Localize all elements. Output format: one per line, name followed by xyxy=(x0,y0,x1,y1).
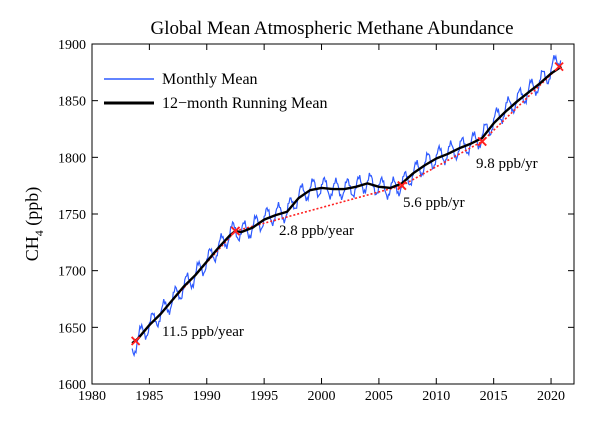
rate-annotations: 11.5 ppb/year 2.8 ppb/year 5.6 ppb/yr 9.… xyxy=(162,156,538,340)
annotation-rate-4: 9.8 ppb/yr xyxy=(476,156,538,172)
y-axis-label-unit: (ppb) xyxy=(22,187,43,231)
y-axis-label-subscript: 4 xyxy=(32,230,46,236)
series-running-mean xyxy=(131,65,563,345)
breakpoint-marker-8 xyxy=(554,62,564,72)
trend-segment-3 xyxy=(401,140,483,187)
legend: Monthly Mean 12−month Running Mean xyxy=(104,71,327,112)
trend-segment-2 xyxy=(235,184,403,232)
x-tick-label-1990: 1990 xyxy=(193,389,221,404)
breakpoint-marker-3 xyxy=(230,226,241,236)
y-axis-label-main: CH xyxy=(22,236,42,261)
series-monthly-mean xyxy=(131,54,562,358)
y-tick-label-1800: 1800 xyxy=(58,151,86,166)
y-axis-label: CH4 (ppb) xyxy=(22,187,46,262)
data-marks xyxy=(130,54,564,358)
y-tick-label-1750: 1750 xyxy=(58,208,86,223)
x-tick-label-1980: 1980 xyxy=(78,389,106,404)
y-tick-label-1850: 1850 xyxy=(58,95,86,110)
svg-text:CH4 (ppb): CH4 (ppb) xyxy=(22,187,46,262)
y-tick-label-1650: 1650 xyxy=(58,321,86,336)
x-tick-label-2015: 2015 xyxy=(480,389,508,404)
breakpoint-marker-5 xyxy=(397,181,407,191)
legend-label-running: 12−month Running Mean xyxy=(162,95,327,112)
axes: 1980 1985 1990 1995 2000 2005 2010 2015 2020 1600… xyxy=(58,38,574,404)
y-tick-label-1700: 1700 xyxy=(58,265,86,280)
x-tick-label-2000: 2000 xyxy=(308,389,336,404)
legend-label-monthly: Monthly Mean xyxy=(162,71,258,88)
x-tick-label-2010: 2010 xyxy=(422,389,450,404)
annotation-rate-3: 5.6 ppb/yr xyxy=(403,195,465,211)
y-tick-label-1600: 1600 xyxy=(58,378,86,393)
annotation-rate-1: 11.5 ppb/year xyxy=(162,324,244,340)
x-tick-label-2005: 2005 xyxy=(365,389,393,404)
annotation-rate-2: 2.8 ppb/year xyxy=(279,223,354,239)
breakpoint-marker-1 xyxy=(130,336,141,346)
x-tick-label-2020: 2020 xyxy=(537,389,565,404)
chart-title: Global Mean Atmospheric Methane Abundanc… xyxy=(150,18,513,39)
x-tick-label-1995: 1995 xyxy=(250,389,278,404)
breakpoint-marker-7 xyxy=(477,136,487,147)
x-tick-label-1985: 1985 xyxy=(135,389,163,404)
y-tick-label-1900: 1900 xyxy=(58,38,86,53)
